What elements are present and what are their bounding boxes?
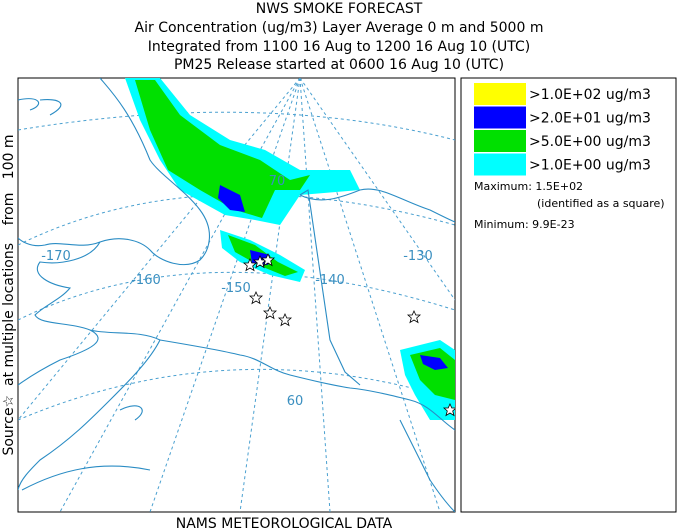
graticule xyxy=(149,78,301,512)
graticule xyxy=(18,271,455,321)
maximum-note: (identified as a square) xyxy=(537,197,665,210)
minimum-label: Minimum: 9.9E-23 xyxy=(474,218,575,231)
coastline xyxy=(18,78,210,265)
legend-label: >2.0E+01 ug/m3 xyxy=(529,111,651,127)
map: -170 -160 -150 -140 -130 70 60 xyxy=(17,77,456,513)
footer: NAMS METEOROLOGICAL DATA xyxy=(176,516,393,532)
graticule xyxy=(59,78,301,512)
smoke-plume xyxy=(125,78,455,420)
graticule xyxy=(239,78,301,512)
graticule xyxy=(299,78,441,512)
coastline xyxy=(299,188,455,223)
legend-label: >5.0E+00 ug/m3 xyxy=(529,134,651,150)
graticule xyxy=(18,111,455,141)
graticule xyxy=(18,193,455,246)
graticule xyxy=(18,368,455,421)
graticule-label: -130 xyxy=(403,249,433,264)
title: NWS SMOKE FORECAST xyxy=(256,1,423,17)
legend-label: >1.0E+02 ug/m3 xyxy=(529,87,651,103)
coastline xyxy=(21,405,151,491)
coastline xyxy=(18,241,161,491)
graticule-label: 70 xyxy=(269,174,286,189)
subtitle-line: Integrated from 1100 16 Aug to 1200 16 A… xyxy=(148,39,531,55)
legend-label: >1.0E+00 ug/m3 xyxy=(529,158,651,174)
graticule-label: -170 xyxy=(41,249,71,264)
border xyxy=(299,189,361,386)
legend-swatch xyxy=(474,130,526,152)
graticule-label: 60 xyxy=(287,394,304,409)
graticule xyxy=(299,78,331,512)
source-markers xyxy=(242,253,455,417)
graticule xyxy=(18,78,301,421)
legend-swatch xyxy=(474,83,526,105)
subtitle-line: PM25 Release started at 0600 16 Aug 10 (… xyxy=(174,57,504,73)
graticule-label: -160 xyxy=(131,273,161,288)
source-label: Source☆ at multiple locations from 100 m xyxy=(1,134,17,455)
maximum-label: Maximum: 1.5E+02 xyxy=(474,180,583,193)
graticule-label: -140 xyxy=(315,273,345,288)
graticule-label: -150 xyxy=(221,281,251,296)
legend-swatch xyxy=(474,153,526,176)
legend: >1.0E+02 ug/m3 >2.0E+01 ug/m3 >5.0E+00 ug/… xyxy=(474,83,651,176)
coastline xyxy=(159,339,455,431)
coastline xyxy=(399,419,455,512)
legend-swatch xyxy=(474,106,526,129)
subtitle-line: Air Concentration (ug/m3) Layer Average … xyxy=(135,20,544,36)
